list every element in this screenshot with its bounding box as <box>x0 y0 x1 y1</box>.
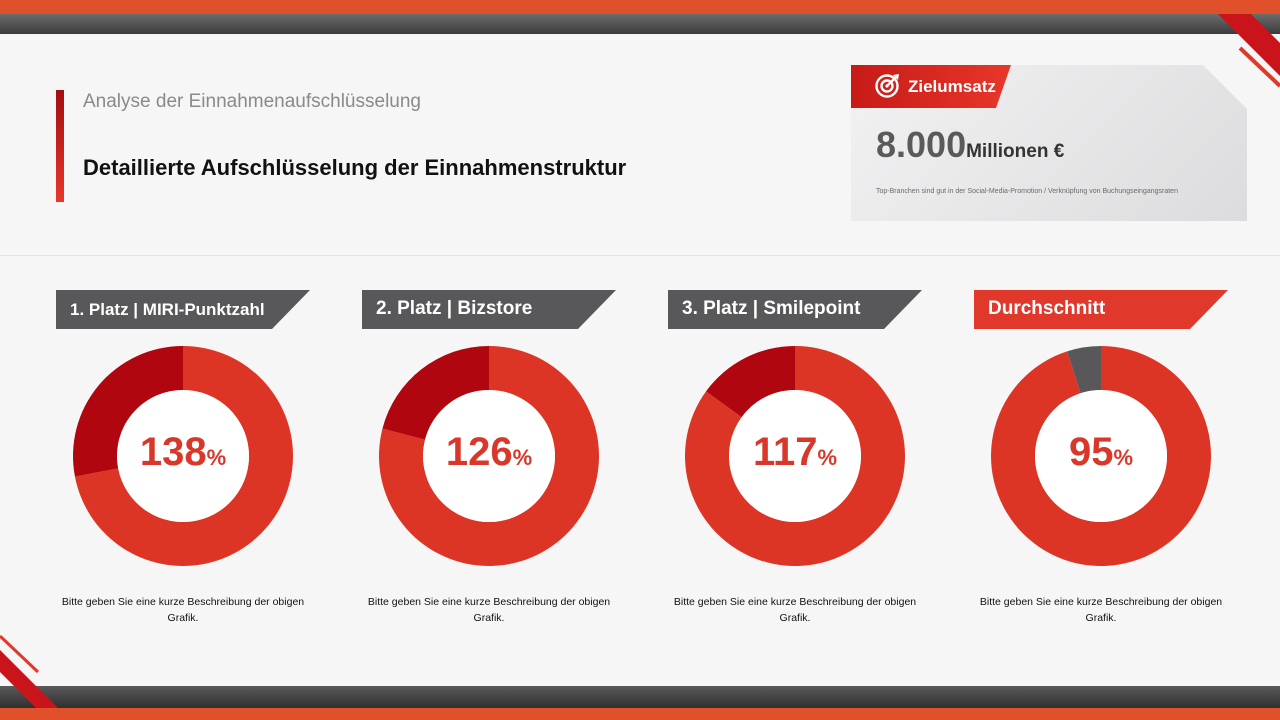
percent-sign: % <box>1113 445 1134 470</box>
header-divider <box>0 255 1280 256</box>
donut-chart <box>685 346 905 566</box>
percent-number: 138 <box>139 430 207 474</box>
card-description: Bitte geben Sie eine kurze Beschreibung … <box>673 596 917 624</box>
percent-number: 126 <box>445 430 513 474</box>
donut-segment-2 <box>706 346 795 418</box>
bottom-left-corner-line <box>0 634 40 674</box>
card-description: Bitte geben Sie eine kurze Beschreibung … <box>61 596 305 624</box>
card-description: Bitte geben Sie eine kurze Beschreibung … <box>367 596 611 624</box>
target-revenue-number: 8.000 <box>876 124 967 165</box>
top-right-corner-stripe <box>1218 14 1280 76</box>
page-title: Detaillierte Aufschlüsselung der Einnahm… <box>83 155 627 180</box>
top-right-corner-line <box>1238 46 1280 88</box>
title-accent-bar <box>56 90 64 202</box>
bottom-accent-strip <box>0 708 1280 720</box>
target-revenue-note: Top-Branchen sind gut in der Social-Medi… <box>876 188 1178 195</box>
percent-sign: % <box>817 445 838 470</box>
donut-center-value: 126% <box>378 430 600 475</box>
top-dark-band <box>0 14 1280 34</box>
target-revenue-label: Zielumsatz <box>908 77 996 96</box>
card-description: Bitte geben Sie eine kurze Beschreibung … <box>979 596 1223 624</box>
card-title: 2. Platz | Bizstore <box>376 298 533 319</box>
donut-segment-1 <box>74 346 294 566</box>
card-header: 2. Platz | Bizstore <box>362 290 616 329</box>
target-revenue-value: 8.000Millionen € <box>876 124 1064 166</box>
donut-segment-2 <box>382 346 489 440</box>
card-title: Durchschnitt <box>988 298 1106 319</box>
percent-sign: % <box>512 445 533 470</box>
percent-number: 117 <box>752 430 818 474</box>
top-accent-strip <box>0 0 1280 14</box>
percent-sign: % <box>206 445 227 470</box>
donut-segment-2 <box>72 346 183 477</box>
donut-segment-1 <box>379 346 599 566</box>
donut-segment-1 <box>685 346 905 566</box>
card-header: 1. Platz | MIRI-Punktzahl <box>56 290 310 329</box>
target-icon <box>875 74 899 98</box>
page-subtitle: Analyse der Einnahmenaufschlüsselung <box>83 91 421 112</box>
card-title: 1. Platz | MIRI-Punktzahl <box>70 300 265 319</box>
bottom-dark-band <box>0 686 1280 708</box>
donut-center-value: 117% <box>684 430 906 475</box>
card-header: Durchschnitt <box>974 290 1228 329</box>
donut-chart <box>72 346 294 566</box>
donut-chart <box>991 346 1211 566</box>
card-title: 3. Platz | Smilepoint <box>682 298 861 319</box>
bottom-left-corner-stripe <box>0 650 58 708</box>
percent-number: 95 <box>1068 430 1114 474</box>
donut-hole <box>729 390 861 522</box>
donut-segment-1 <box>991 346 1211 566</box>
donut-center-value: 95% <box>990 430 1212 475</box>
donut-hole <box>1035 390 1167 522</box>
donut-segment-2 <box>1067 346 1101 394</box>
donut-hole <box>117 390 249 522</box>
donut-center-value: 138% <box>72 430 294 475</box>
card-header: 3. Platz | Smilepoint <box>668 290 922 329</box>
donut-chart <box>379 346 599 566</box>
target-revenue-unit: Millionen € <box>966 141 1065 162</box>
donut-hole <box>423 390 555 522</box>
